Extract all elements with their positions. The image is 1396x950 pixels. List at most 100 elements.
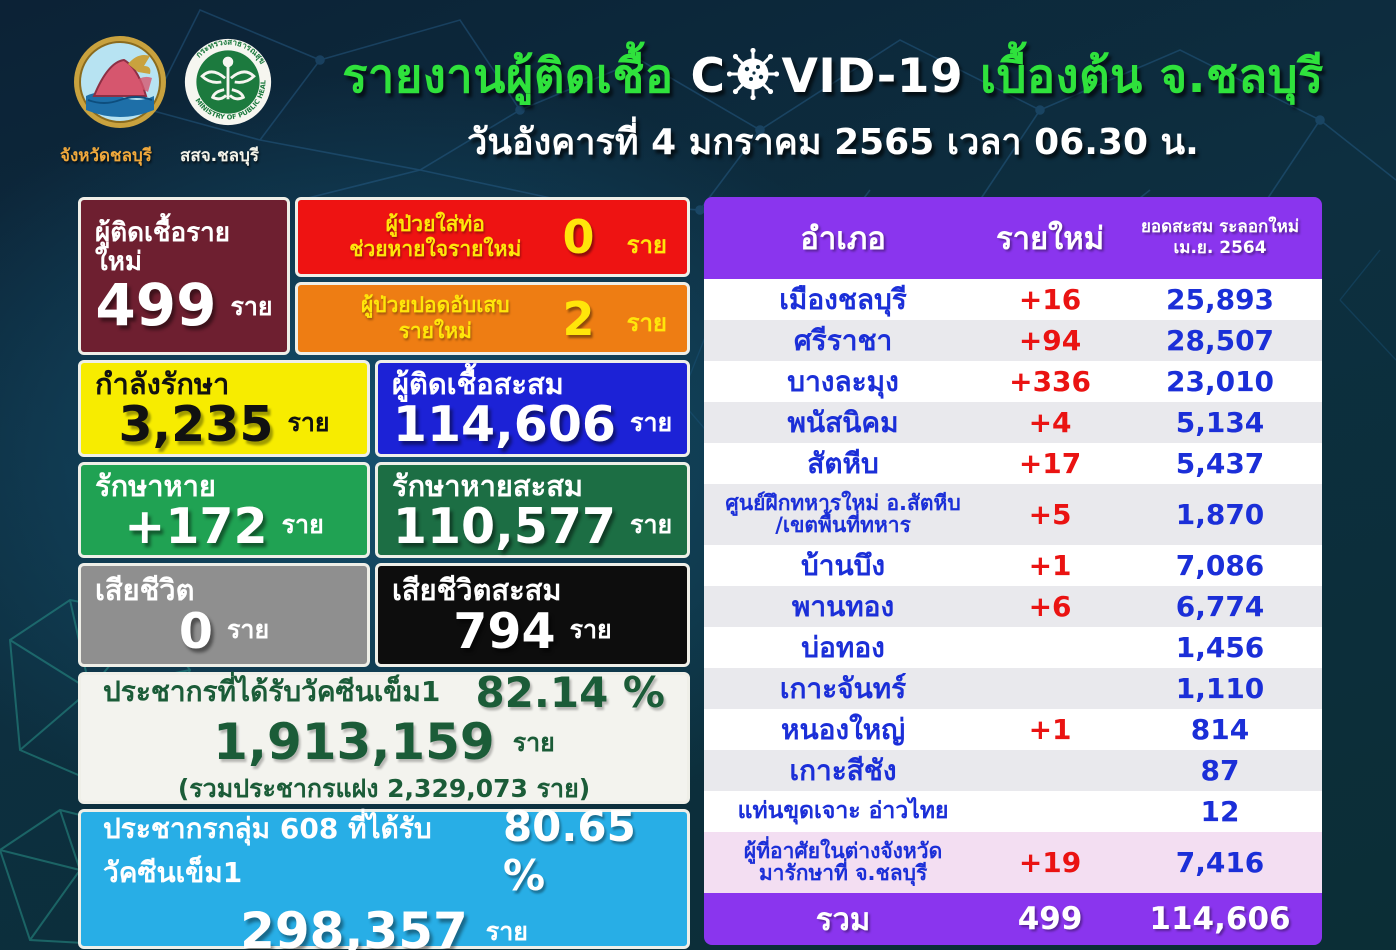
cumulative-cell: 7,416 [1175,845,1265,879]
recovered-label: รักษาหาย [95,468,216,503]
vaccine-608-value: 298,357 [240,902,468,950]
table-row: ศูนย์ฝึกทหารใหม่ อ.สัตหีบ/เขตพื้นที่ทหาร… [704,483,1322,546]
province-label: จังหวัดชลบุรี [60,146,152,166]
vaccine-dose1-label: ประชากรที่ได้รับวัคซีนเข็ม1 [103,675,441,708]
district-table: อำเภอ รายใหม่ ยอดสะสม ระลอกใหม่ เม.ย. 25… [704,197,1322,945]
health-office-label: สสจ.ชลบุรี [179,146,259,166]
table-row: หนองใหญ่ +1 814 [704,709,1322,750]
new-cases-cell: +1 [1028,712,1072,746]
pneumonia-box: ผู้ป่วยปอดอับเสบ รายใหม่ 2 ราย [295,282,690,355]
district-cell: ผู้ที่อาศัยในต่างจังหวัด มารักษาที่ จ.ชลบ… [743,839,943,886]
total-new-cases: 499 [1017,901,1083,937]
deaths-cumulative-value: 794 [453,602,556,660]
table-row: บางละมุง +336 23,010 [704,361,1322,402]
cumulative-cell: 814 [1190,712,1250,746]
district-cell: หนองใหญ่ [781,712,906,746]
table-row: แท่นขุดเจาะ อ่าวไทย 12 [704,791,1322,832]
header-district: อำเภอ [800,221,886,257]
chonburi-province-seal [74,36,166,128]
deaths-unit: ราย [226,614,270,644]
district-cell: สัตหีบ [807,446,879,480]
cumulative-cell: 25,893 [1165,282,1275,316]
recovered-value: +172 [124,497,268,555]
recovered-cumulative-box: รักษาหายสะสม 110,577 ราย [375,462,690,558]
ministry-of-public-health-seal: กระทรวงสาธารณสุข MINISTRY OF PUBLIC HEAL… [182,34,272,126]
cumulative-cases-value: 114,606 [392,396,617,454]
district-cell: พนัสนิคม [787,405,899,439]
table-row: ศรีราชา +94 28,507 [704,319,1322,361]
table-row: พานทอง +6 6,774 [704,586,1322,627]
cumulative-cell: 1,870 [1175,497,1265,531]
table-body: เมืองชลบุรี +16 25,893 ศรีราชา +94 28,507 บา… [704,279,1322,894]
total-label: รวม [815,902,871,938]
table-row: เกาะจันทร์ 1,110 [704,667,1322,709]
district-cell: ศูนย์ฝึกทหารใหม่ อ.สัตหีบ/เขตพื้นที่ทหาร [725,491,961,538]
intubated-box: ผู้ป่วยใส่ท่อ ช่วยหายใจรายใหม่ 0 ราย [295,197,690,278]
vaccine-dose1-value: 1,913,159 [213,712,495,771]
cumulative-cases-unit: ราย [630,408,673,438]
deaths-cumulative-label: เสียชีวิตสะสม [392,573,562,608]
deaths-cumulative-unit: ราย [569,614,612,644]
district-cell: แท่นขุดเจาะ อ่าวไทย [737,798,949,825]
table-row: บ่อทอง 1,456 [704,627,1322,668]
treating-value: 3,235 [118,396,274,454]
table-header-row: อำเภอ รายใหม่ ยอดสะสม ระลอกใหม่ เม.ย. 25… [704,197,1322,279]
vaccine-608-box: ประชากรกลุ่ม 608 ที่ได้รับวัคซีนเข็ม1 80… [78,802,690,950]
cumulative-cell: 12 [1200,794,1240,828]
cumulative-cell: 87 [1200,753,1240,787]
new-cases-cell: +19 [1018,845,1082,879]
new-cases-box: ผู้ติดเชื้อรายใหม่ 499 ราย [78,197,290,355]
treating-label: กำลังรักษา [95,367,230,401]
cumulative-cell: 1,456 [1175,630,1265,664]
page-title: รายงานผู้ติดเชื้อ C VID-19 เบื้องต้น จ.ชล… [278,48,1388,101]
vaccine-608-percent: 80.65 % [502,802,636,900]
cumulative-cell: 7,086 [1175,549,1265,583]
district-cell: เมืองชลบุรี [779,282,907,316]
pneumonia-unit: ราย [626,309,667,337]
pneumonia-value: 2 [562,291,595,346]
district-cell: เกาะจันทร์ [779,671,907,705]
cumulative-cell: 5,134 [1175,405,1265,439]
new-cases-value: 499 [95,270,217,339]
new-cases-unit: ราย [230,291,273,321]
title-part2: เบื้องต้น จ.ชลบุรี [980,49,1324,104]
table-row: บ้านบึง +1 7,086 [704,545,1322,586]
cumulative-cell: 23,010 [1165,364,1275,398]
coronavirus-icon [727,48,780,100]
new-cases-cell: +17 [1018,446,1082,480]
table-row: เกาะสีชัง 87 [704,749,1322,791]
title-covid-c: C [690,49,726,104]
header-new-cases: รายใหม่ [995,221,1105,257]
vaccine-dose1-unit: ราย [512,727,555,757]
new-cases-cell: +16 [1018,282,1082,316]
district-cell: พานทอง [791,589,895,623]
cumulative-cell: 28,507 [1165,323,1275,357]
treating-box: กำลังรักษา 3,235 ราย [78,360,370,457]
title-part1: รายงานผู้ติดเชื้อ [342,49,674,104]
new-cases-cell: +1 [1028,549,1072,583]
table-total-row: รวม 499 114,606 [704,893,1322,945]
district-cell: เกาะสีชัง [789,753,897,787]
new-cases-cell: +4 [1028,405,1072,439]
district-cell: บ่อทอง [801,630,885,664]
new-cases-cell: +336 [1009,364,1092,398]
new-cases-label: ผู้ติดเชื้อรายใหม่ [95,218,230,278]
deaths-cumulative-box: เสียชีวิตสะสม 794 ราย [375,563,690,667]
cumulative-cases-box: ผู้ติดเชื้อสะสม 114,606 ราย [375,360,690,457]
cumulative-cell: 1,110 [1175,671,1265,705]
vaccine-608-label: ประชากรกลุ่ม 608 ที่ได้รับวัคซีนเข็ม1 [103,812,432,889]
pneumonia-label: ผู้ป่วยปอดอับเสบ รายใหม่ [360,293,510,343]
new-cases-cell: +6 [1028,590,1072,623]
title-covid-rest: VID-19 [781,49,964,104]
stats-panel: ผู้ติดเชื้อรายใหม่ 499 ราย ผู้ป่วยใส่ท่อ … [78,197,690,950]
cumulative-cases-label: ผู้ติดเชื้อสะสม [392,367,564,401]
intubated-value: 0 [562,210,595,265]
header-title-band: รายงานผู้ติดเชื้อ C VID-19 เบื้องต้น จ.ชล… [278,48,1388,170]
new-cases-cell: +5 [1028,497,1072,531]
logo-row: กระทรวงสาธารณสุข MINISTRY OF PUBLIC HEAL… [72,34,292,130]
new-cases-cell: +94 [1018,323,1082,357]
vaccine-608-unit: ราย [485,917,528,946]
total-cumulative: 114,606 [1149,901,1291,937]
recovered-unit: ราย [281,509,324,539]
